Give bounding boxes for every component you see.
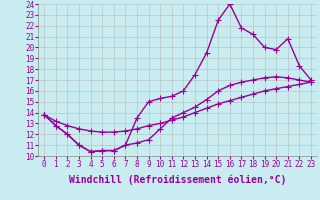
X-axis label: Windchill (Refroidissement éolien,°C): Windchill (Refroidissement éolien,°C) [69, 175, 286, 185]
